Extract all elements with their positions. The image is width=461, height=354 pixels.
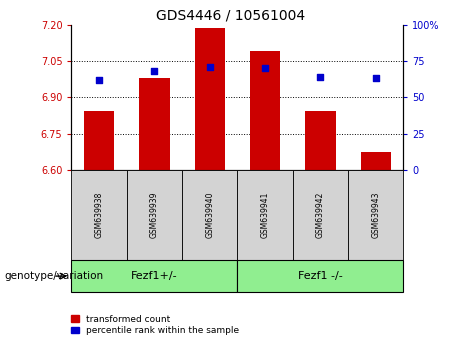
Legend: transformed count, percentile rank within the sample: transformed count, percentile rank withi… xyxy=(71,315,239,335)
Bar xyxy=(250,51,280,170)
Text: Fezf1+/-: Fezf1+/- xyxy=(131,271,178,281)
Bar xyxy=(305,111,336,170)
Point xyxy=(151,68,158,74)
Bar xyxy=(361,152,391,170)
Point xyxy=(95,77,103,83)
Text: GSM639942: GSM639942 xyxy=(316,192,325,238)
Point xyxy=(206,64,213,70)
Text: Fezf1 -/-: Fezf1 -/- xyxy=(298,271,343,281)
Point xyxy=(317,74,324,80)
Text: GSM639943: GSM639943 xyxy=(371,192,380,238)
Bar xyxy=(195,28,225,170)
Point xyxy=(372,76,379,81)
Point xyxy=(261,65,269,71)
Bar xyxy=(84,111,114,170)
Text: GSM639941: GSM639941 xyxy=(260,192,270,238)
Text: GSM639940: GSM639940 xyxy=(205,192,214,238)
Text: GDS4446 / 10561004: GDS4446 / 10561004 xyxy=(156,9,305,23)
Text: GSM639939: GSM639939 xyxy=(150,192,159,238)
Text: genotype/variation: genotype/variation xyxy=(5,271,104,281)
Text: GSM639938: GSM639938 xyxy=(95,192,104,238)
Bar xyxy=(139,78,170,170)
